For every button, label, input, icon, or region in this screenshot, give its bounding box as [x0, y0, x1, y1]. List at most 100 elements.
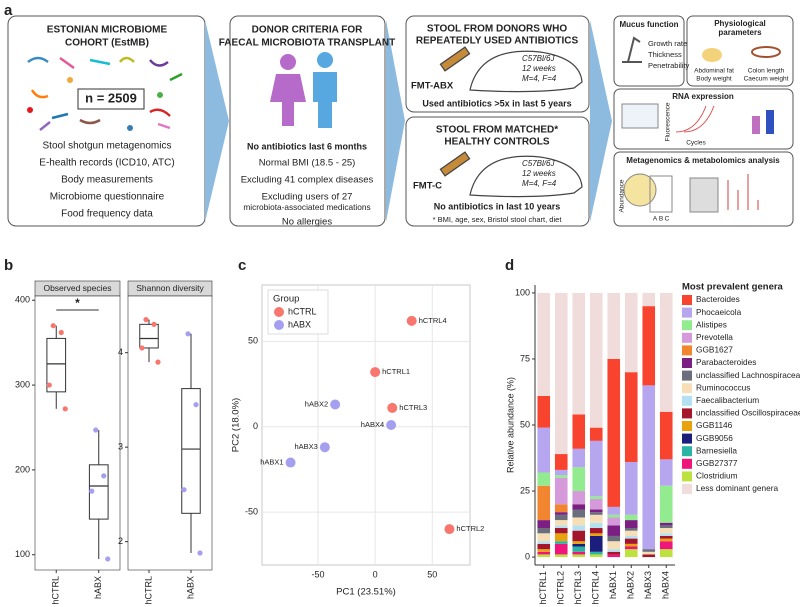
y-tick-label: 0 [525, 551, 530, 561]
outcome-icons [621, 36, 781, 213]
data-point [50, 323, 56, 329]
bar-segment [554, 528, 568, 534]
control-box [405, 116, 590, 227]
data-point [370, 367, 381, 378]
box-title: HEALTHY CONTROLS [444, 137, 550, 148]
data-point [155, 359, 161, 365]
bar-segment [572, 509, 586, 518]
data-point [181, 487, 187, 493]
legend-swatch [682, 395, 692, 406]
legend-label: Clostridium [696, 471, 738, 481]
abx-box [405, 15, 590, 113]
panel-label: a [4, 2, 13, 19]
bar-segment [642, 385, 656, 550]
legend-swatch [682, 446, 692, 457]
legend-swatch [682, 383, 692, 394]
bar-segment [642, 549, 656, 552]
axis-label: A [653, 216, 658, 223]
bar-segment [659, 292, 673, 412]
bar-segment [659, 525, 673, 529]
bar-segment [659, 541, 673, 550]
bar-segment [572, 414, 586, 449]
box-title: STOOL FROM MATCHED* [436, 125, 558, 136]
criteria-box [229, 15, 386, 227]
bar-segment [554, 512, 568, 515]
bar-segment [554, 475, 568, 478]
legend-label: unclassified Lachnospiraceae [696, 370, 800, 380]
list-item: Excluding 41 complex diseases [241, 175, 374, 186]
list-item: No allergies [282, 217, 332, 228]
bar-segment [589, 292, 603, 428]
bar-segment [554, 454, 568, 470]
y-tick-label: 200 [15, 464, 30, 474]
legend-swatch [682, 433, 692, 444]
data-point [93, 427, 99, 433]
legend-label: Alistipes [696, 319, 727, 329]
bar-segment [624, 549, 638, 558]
footnote: * BMI, age, sex, Bristol stool chart, di… [433, 215, 563, 224]
bar-segment [642, 292, 656, 307]
mouse-info: 12 weeks [522, 169, 556, 178]
bar-segment [572, 448, 586, 468]
bar-segment [607, 517, 621, 526]
point-label: hCTRL4 [419, 316, 447, 325]
bar-segment [589, 535, 603, 552]
plot-panel [34, 295, 121, 571]
y-tick-label: -50 [245, 506, 258, 516]
x-tick-label: hCTRL3 [573, 571, 583, 605]
bar-segment [607, 541, 621, 550]
bar-segment [554, 469, 568, 476]
x-tick-label: hCTRL [143, 576, 153, 605]
bar-segment [589, 514, 603, 523]
box [46, 337, 67, 393]
bar-segment [624, 528, 638, 531]
box-title: STOOL FROM DONORS WHO [427, 24, 567, 35]
arrow [590, 20, 612, 222]
bar-segment [589, 522, 603, 529]
list-item: Abdominal fat [694, 68, 734, 75]
data-point [139, 345, 145, 351]
bar-segment [624, 292, 638, 373]
bar-segment [624, 520, 638, 529]
bar-segment [537, 554, 551, 558]
bar-segment [589, 554, 603, 558]
x-tick-label: hABX2 [626, 571, 636, 599]
y-tick-label: 100 [15, 549, 30, 559]
bar-segment [607, 525, 621, 536]
legend-swatch [682, 332, 692, 343]
bar-segment [537, 541, 551, 544]
x-tick-label: hCTRL [51, 576, 61, 605]
list-item: Normal BMI (18.5 - 25) [259, 158, 356, 169]
box-title: DONOR CRITERIA FOR [252, 25, 364, 36]
mouse-info: 12 weeks [522, 64, 556, 73]
data-point [58, 329, 64, 336]
x-tick-label: 50 [427, 569, 437, 579]
legend-swatch [682, 320, 692, 331]
axis-label: C [665, 216, 670, 223]
data-point [62, 406, 68, 412]
box-title: Mucus function [619, 20, 678, 29]
bar-segment [572, 517, 586, 526]
point-label: hABX2 [305, 399, 328, 408]
criterion: No antibiotics in last 10 years [434, 201, 561, 211]
axis-label: B [659, 216, 663, 223]
x-tick-label: hCTRL1 [538, 571, 548, 605]
box-title: parameters [718, 28, 762, 37]
data-point [46, 382, 52, 388]
bar-segment [659, 411, 673, 460]
microbe-illustration [27, 56, 183, 131]
y-tick-label: 3 [118, 442, 123, 452]
axis-label: Fluorescence [665, 102, 672, 141]
legend-title: Most prevalent genera [682, 282, 784, 293]
bar-segment [659, 549, 673, 558]
list-item: microbiota-associated medications [243, 202, 370, 212]
bar-segment [554, 504, 568, 513]
bar-segment [589, 512, 603, 515]
criterion: Used antibiotics >5x in last 5 years [422, 98, 571, 108]
arrow [205, 20, 229, 222]
bar-segment [624, 543, 638, 547]
legend-label: Faecalibacterium [696, 395, 759, 405]
list-item: Food frequency data [61, 209, 153, 220]
data-point [319, 442, 330, 453]
box-title: REPEATEDLY USED ANTIBIOTICS [416, 36, 579, 47]
